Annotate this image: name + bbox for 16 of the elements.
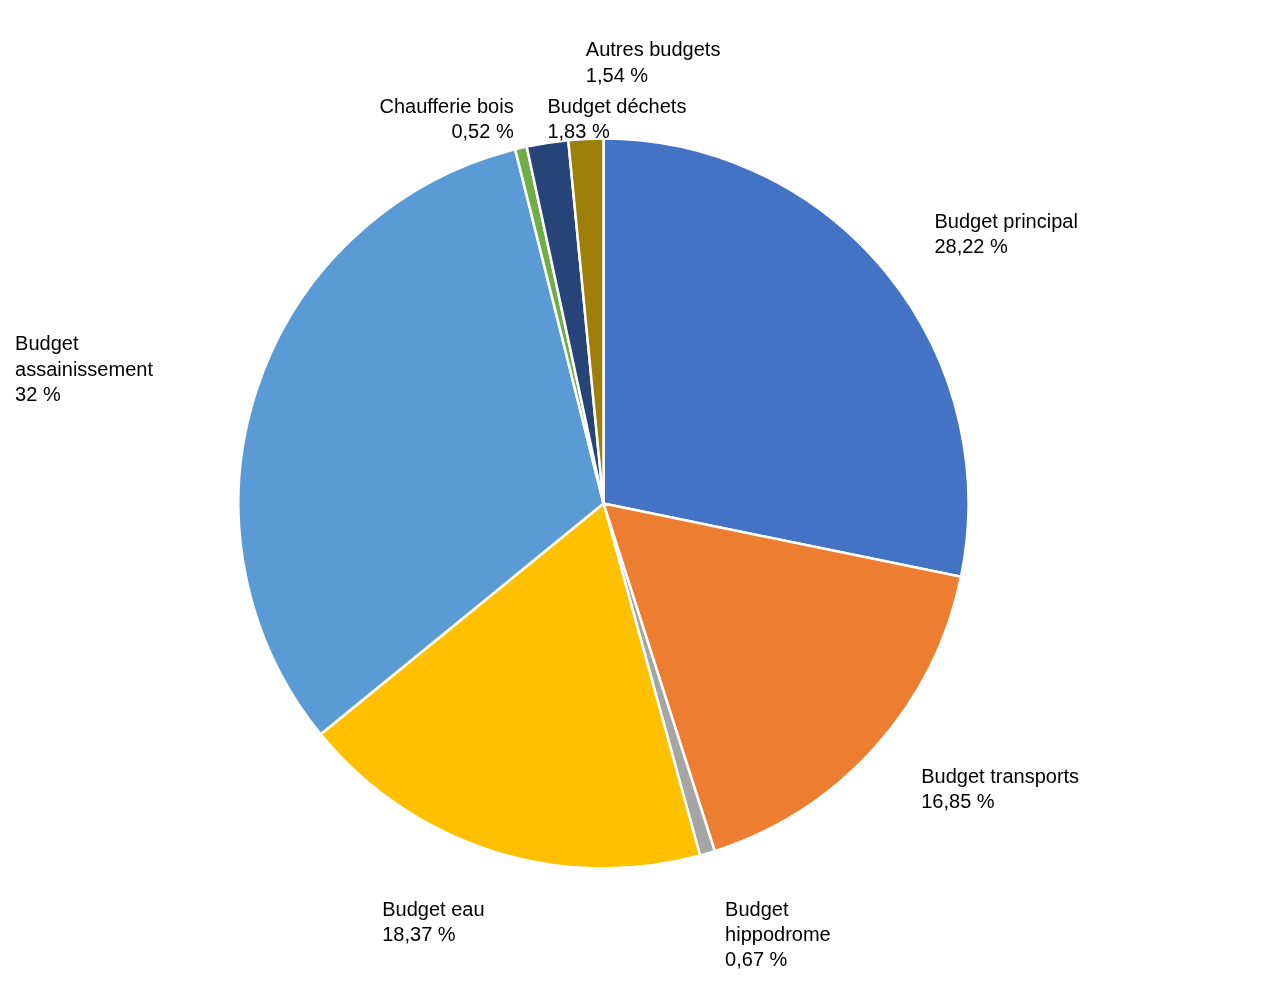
slice-label: Autres budgets xyxy=(585,38,721,61)
slice-label: Chaufferie bois xyxy=(379,94,514,117)
data-label: 18,37 % xyxy=(382,923,456,945)
slice-label: Budget principal xyxy=(934,209,1078,232)
data-label: 32 % xyxy=(15,383,61,406)
slice-label: Budget hippodrome xyxy=(725,897,831,945)
data-label: 1,54 % xyxy=(585,63,649,86)
slice-label: Budget déchets xyxy=(547,94,687,117)
data-label: 1,83 % xyxy=(547,120,610,143)
data-label: 16,85 % xyxy=(921,790,995,813)
data-label: 0,67 % xyxy=(725,948,788,971)
slice-label: Budget eau xyxy=(382,897,485,920)
slice-label: Budget assainissement xyxy=(15,332,154,380)
data-label: 28,22 % xyxy=(934,235,1009,258)
slice-label: Budget transports xyxy=(921,765,1080,788)
data-label: 0,52 % xyxy=(451,120,514,143)
